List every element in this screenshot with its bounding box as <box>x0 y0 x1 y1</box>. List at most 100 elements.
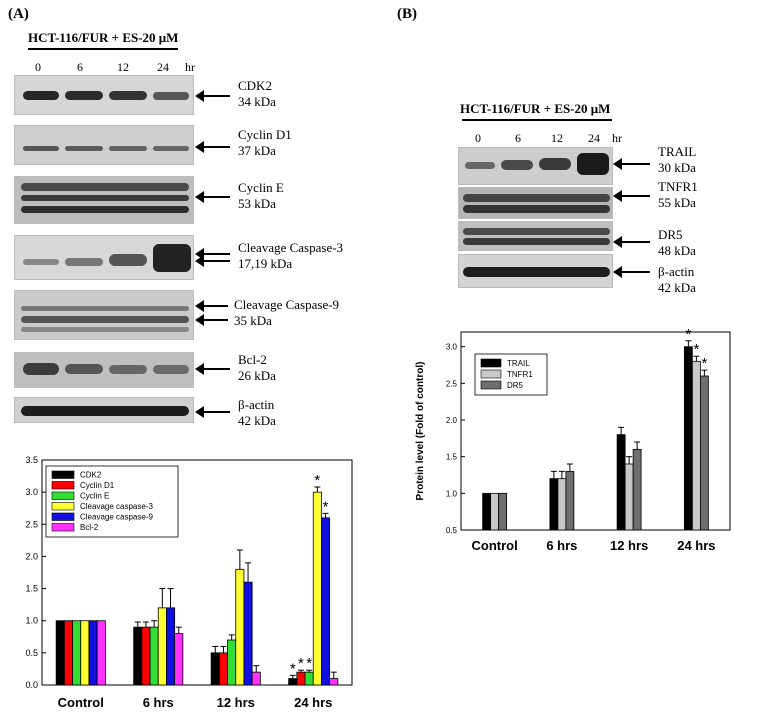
bar <box>218 652 228 686</box>
x-category-label: 24 hrs <box>677 538 715 553</box>
arrow-caspase-3-lower <box>195 255 230 267</box>
blot-tnfr1 <box>458 187 613 219</box>
legend-label: DR5 <box>507 381 524 390</box>
y-tick-label: 2.0 <box>446 416 458 425</box>
bar <box>691 360 701 531</box>
panel-b-time-0: 0 <box>475 131 481 145</box>
label-cleavage-caspase-9: Cleavage Caspase-9 35 kDa <box>234 297 340 328</box>
bar <box>312 491 322 686</box>
legend-label: TNFR1 <box>507 370 533 379</box>
arrow-caspase-3-upper <box>195 248 230 260</box>
significance-mark: * <box>685 326 691 343</box>
bar <box>72 620 82 686</box>
y-tick-label: 1.5 <box>25 584 38 594</box>
chart-b-bar-chart: 0.5 1.0 1.5 2.0 2.5 3.0 Protein level (Fold of… <box>415 326 731 553</box>
arrow-cyclin-e <box>195 191 230 203</box>
bar <box>63 620 73 686</box>
bar <box>683 346 693 531</box>
label-cyclin-d1: Cyclin D1 37 kDa <box>238 127 292 158</box>
x-category-label: Control <box>58 695 104 710</box>
legend-label: Cyclin E <box>80 492 109 501</box>
label-bcl-2: Bcl-2 26 kDa <box>238 352 276 383</box>
x-category-label: 12 hrs <box>217 695 255 710</box>
bar <box>482 492 492 531</box>
bar <box>565 470 575 531</box>
legend-swatch <box>480 369 502 379</box>
bar <box>210 652 220 686</box>
arrow-dr5 <box>613 236 650 248</box>
label-trail: TRAIL 30 kDa <box>658 144 697 175</box>
panel-a-time-unit: hr <box>185 60 195 74</box>
arrow-tnfr1 <box>613 190 650 202</box>
panel-a-label: (A) <box>8 6 29 22</box>
arrow-beta-actin-b <box>613 266 650 278</box>
arrow-trail <box>613 158 650 170</box>
bar <box>321 517 331 686</box>
bar <box>624 463 634 531</box>
arrow-caspase-9-upper <box>195 300 228 312</box>
x-category-label: 6 hrs <box>143 695 174 710</box>
blot-cyclin-d1 <box>14 125 194 165</box>
y-tick-label: 2.5 <box>446 379 458 388</box>
label-beta-actin-b: β-actin 42 kDa <box>658 264 696 295</box>
panel-b-time-24: 24 <box>588 131 600 145</box>
label-cleavage-caspase-3: Cleavage Caspase-3 17,19 kDa <box>238 240 344 271</box>
blot-cleavage-caspase-3 <box>14 235 194 280</box>
plot-frame <box>41 459 353 686</box>
arrow-bcl-2 <box>195 363 230 375</box>
arrow-cyclin-d1 <box>195 141 230 153</box>
y-tick-label: 3.0 <box>25 487 38 497</box>
panel-a-time-24: 24 <box>157 60 169 74</box>
panel-a-time-0: 0 <box>35 60 41 74</box>
bar <box>141 626 151 686</box>
bar <box>80 620 90 686</box>
blot-cdk2 <box>14 75 194 115</box>
significance-mark: * <box>693 341 699 358</box>
bar <box>288 678 298 686</box>
plot-frame <box>460 331 731 531</box>
y-tick-label: 3.0 <box>446 343 458 352</box>
panel-b-time-12: 12 <box>551 131 563 145</box>
legend-label: Bcl-2 <box>80 523 99 532</box>
y-tick-label: 0.0 <box>25 680 38 690</box>
legend-label: Cyclin D1 <box>80 481 115 490</box>
bar <box>149 626 159 686</box>
bar <box>616 434 626 531</box>
significance-mark: * <box>306 655 312 672</box>
legend-label: Cleavage caspase-3 <box>80 502 153 511</box>
bar <box>174 633 184 686</box>
bar <box>133 626 143 686</box>
y-tick-label: 1.0 <box>446 489 458 498</box>
x-category-label: Control <box>472 538 518 553</box>
bar <box>632 448 642 531</box>
panel-a-condition: HCT-116/FUR + ES-20 μM <box>28 30 179 45</box>
y-tick-label: 0.5 <box>25 648 38 658</box>
label-dr5: DR5 48 kDa <box>658 227 696 258</box>
significance-mark: * <box>314 472 320 489</box>
y-tick-label: 3.5 <box>25 455 38 465</box>
legend-swatch <box>480 358 502 368</box>
arrow-caspase-9-lower <box>195 314 228 326</box>
label-cyclin-e: Cyclin E 53 kDa <box>238 180 284 211</box>
y-tick-label: 2.0 <box>25 551 38 561</box>
legend-swatch <box>51 470 75 479</box>
significance-mark: * <box>701 355 707 372</box>
legend-label: CDK2 <box>80 471 102 480</box>
panel-a-time-6: 6 <box>77 60 83 74</box>
legend-swatch <box>51 512 75 521</box>
bar <box>557 478 567 531</box>
blot-dr5 <box>458 221 613 251</box>
y-axis-label: Protein level (Fold of control) <box>415 362 426 501</box>
bar <box>55 620 65 686</box>
bar <box>88 620 98 686</box>
arrow-beta-actin-a <box>195 406 230 418</box>
panel-b-time-unit: hr <box>612 131 622 145</box>
arrow-cdk2 <box>195 90 230 102</box>
significance-mark: * <box>298 655 304 672</box>
x-category-label: 12 hrs <box>610 538 648 553</box>
legend-swatch <box>51 502 75 511</box>
panel-b-condition: HCT-116/FUR + ES-20 μM <box>460 101 611 116</box>
y-tick-label: 1.0 <box>25 616 38 626</box>
panel-b-label: (B) <box>397 6 417 22</box>
bar <box>235 568 245 686</box>
